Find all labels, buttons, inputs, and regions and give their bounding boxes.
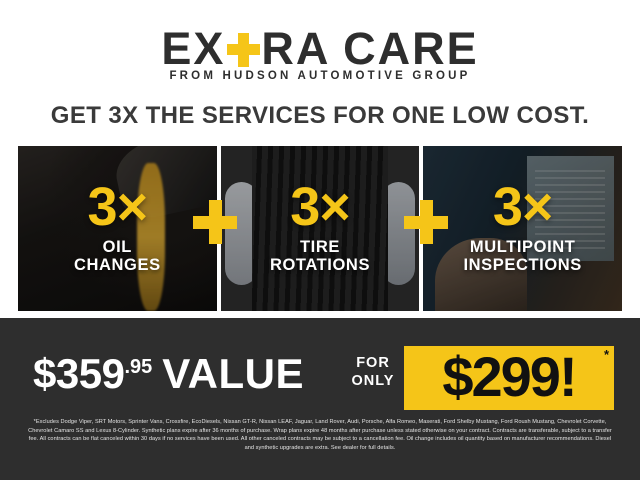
- photo-scrim: [423, 146, 623, 311]
- offer-price-badge: $299! *: [404, 345, 614, 410]
- asterisk-marker: *: [603, 347, 609, 362]
- value-cents: .95: [124, 356, 153, 378]
- for-only-label: FOR ONLY: [345, 354, 401, 390]
- service-label-line2: INSPECTIONS: [463, 256, 582, 275]
- header: EX RA CARE FROM HUDSON AUTOMOTIVE GROUP G…: [0, 0, 640, 139]
- service-label: MULTIPOINT INSPECTIONS: [463, 238, 581, 275]
- brand-tagline: FROM HUDSON AUTOMOTIVE GROUP: [169, 70, 471, 82]
- for-only-line1: FOR: [356, 355, 390, 371]
- service-panel-multipoint-inspections: 3× MULTIPOINT INSPECTIONS: [423, 146, 623, 311]
- service-panel-oil-changes: 3× OIL CHANGES: [18, 146, 217, 311]
- plus-connector-icon-2: [404, 200, 448, 244]
- value-word: VALUE: [162, 350, 304, 397]
- brand-logo: EX RA CARE: [0, 26, 640, 71]
- logo-text: EX RA CARE: [161, 26, 478, 71]
- offer-price: $299!: [442, 345, 577, 408]
- service-label-line2: ROTATIONS: [269, 256, 371, 275]
- service-label: TIRE ROTATIONS: [270, 238, 370, 275]
- technician-hand: [435, 238, 527, 311]
- service-label: OIL CHANGES: [74, 238, 161, 275]
- tire-graphic: [252, 146, 388, 311]
- service-multiplier: 3×: [290, 177, 351, 238]
- for-only-line2: ONLY: [351, 373, 395, 390]
- services-grid: 3× OIL CHANGES 3× TIRE ROTATIONS: [18, 146, 623, 311]
- oil-pouring-photo: [18, 146, 217, 311]
- pricing-band: $359.95 VALUE FOR ONLY $299! * *Excludes …: [0, 318, 640, 480]
- service-panel-tire-rotations: 3× TIRE ROTATIONS: [220, 146, 420, 311]
- diagnostic-laptop-photo: [423, 146, 623, 311]
- service-multiplier: 3×: [492, 177, 554, 238]
- service-multiplier: 3×: [87, 177, 149, 238]
- service-label-line1: MULTIPOINT: [469, 237, 576, 256]
- page-title: GET 3X THE SERVICES FOR ONE LOW COST.: [50, 102, 590, 129]
- service-label-line1: TIRE: [300, 237, 340, 256]
- value-currency: $: [33, 350, 56, 397]
- laptop-screen: [526, 155, 615, 262]
- tire-held-by-gloves-photo: [221, 146, 420, 311]
- photo-scrim: [220, 146, 420, 311]
- photo-scrim: [18, 146, 217, 311]
- logo-text-part2: RA CARE: [261, 23, 479, 74]
- service-label-line2: CHANGES: [73, 256, 161, 275]
- value-dollars: 359: [55, 350, 125, 397]
- pricing-row: $359.95 VALUE FOR ONLY $299! *: [0, 332, 640, 414]
- plus-cross-icon: [226, 33, 261, 67]
- service-label-line1: OIL: [102, 237, 132, 256]
- plus-connector-icon-1: [193, 200, 237, 244]
- disclaimer-text: *Excludes Dodge Viper, SRT Motors, Sprin…: [28, 419, 612, 451]
- logo-text-part1: EX: [161, 23, 226, 74]
- retail-value: $359.95 VALUE: [33, 350, 304, 398]
